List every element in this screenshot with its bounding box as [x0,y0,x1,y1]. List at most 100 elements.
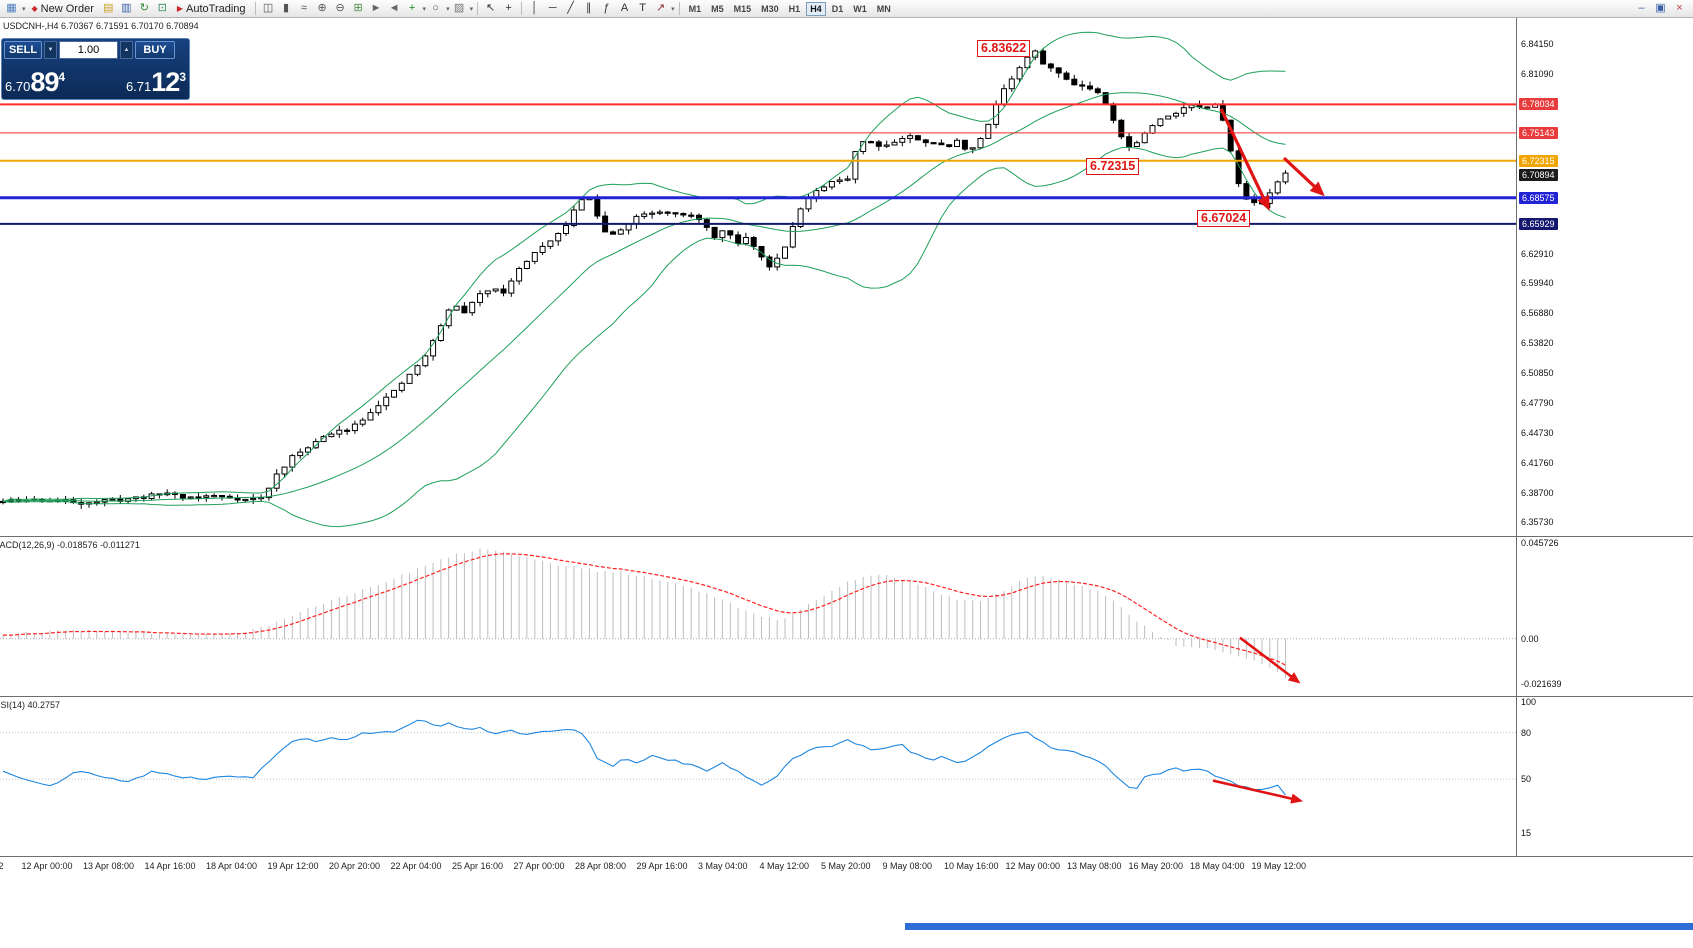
zoom-in-icon[interactable]: ⊕ [317,2,327,14]
time-axis-label: 22 Apr 04:00 [390,861,442,871]
price-scale-label: 6.62910 [1521,248,1554,259]
auto-scroll-icon[interactable]: ► [370,2,382,14]
toolbar-separator [254,2,256,15]
print-icon[interactable]: ▥ [121,2,132,14]
timeframe-w1[interactable]: W1 [853,3,867,14]
time-axis-label: 13 May 08:00 [1067,861,1122,871]
timeframe-m1[interactable]: M1 [688,3,702,14]
taskbar-strip [905,923,1693,930]
time-axis-label: 29 Apr 16:00 [636,861,688,871]
price-scale-label: 6.84150 [1521,39,1554,49]
timeframe-d1[interactable]: D1 [831,3,844,14]
autotrading-icon: ▶ [176,4,184,13]
panel-splitter-macd[interactable] [0,536,1693,537]
price-scale-label: 6.56880 [1521,308,1554,319]
bar-chart-icon[interactable]: ◫ [262,2,274,14]
timeframe-h4[interactable]: H4 [806,1,826,16]
sell-button[interactable]: SELL [4,41,42,59]
buy-price-pip: 3 [179,70,186,84]
crosshair-icon[interactable]: + [505,2,512,14]
new-chart-icon[interactable]: ▦ [6,2,17,14]
window-minimize-icon[interactable]: – [1638,2,1645,14]
timeframe-toolbar: M1 M5 M15 M30 H1 H4 D1 W1 MN [684,1,896,16]
price-annotation[interactable]: 6.67024 [1197,209,1251,227]
price-scale[interactable]: 6.84150 6.81090 6.78034 6.75143 6.72315 6.708… [1517,18,1693,856]
vertical-line-icon[interactable]: │ [531,2,539,14]
sell-price: 6.70 89 4 [5,68,65,97]
buy-price: 6.71 12 3 [126,68,186,97]
price-scale-label: 6.47790 [1521,397,1554,408]
buy-button[interactable]: BUY [135,41,175,59]
window-restore-icon[interactable]: ▣ [1655,2,1666,14]
price-annotation[interactable]: 6.83622 [977,40,1031,58]
rsi-label: RSI(14) 40.2757 [0,700,61,710]
fullscreen-icon[interactable]: ⊡ [157,2,167,14]
price-scale-label: 6.81090 [1521,69,1554,80]
toolbar-separator [678,2,680,15]
horizontal-line-icon[interactable]: ─ [548,2,557,14]
zoom-out-icon[interactable]: ⊖ [335,2,345,14]
macd-scale-label: -0.021639 [1521,679,1562,689]
timeframe-m30[interactable]: M30 [761,3,779,14]
new-order-button-label: New Order [40,2,94,15]
price-scale-label: 6.35730 [1521,517,1554,527]
time-axis-separator [0,856,1693,857]
macd-indicator-canvas[interactable] [0,537,1516,695]
macd-label: MACD(12,26,9) -0.018576 -0.011271 [0,540,140,550]
periods-icon[interactable]: ○ [432,2,439,14]
main-chart-canvas[interactable] [0,18,1516,537]
toolbar: ▦ ▾ ◆ New Order ▤ ▥ ↻ ⊡ ▶ AutoTrading ◫ ▮ ≈ ⊕ ⊖ ⊞ ► ◄ + ▾ ○ ▾… [0,0,1693,18]
time-axis-label: 16 May 20:00 [1128,861,1184,871]
timeframe-m15[interactable]: M15 [733,3,752,14]
chart-shift-icon[interactable]: ◄ [388,2,400,14]
arrows-icon[interactable]: ↗ [655,2,666,14]
metaeditor-icon[interactable]: ▤ [103,2,114,14]
timeframe-m5[interactable]: M5 [711,3,724,14]
templates-icon[interactable]: ▨ [453,2,465,14]
price-tag: 6.70894 [1519,168,1558,181]
toolbar-separator [521,2,523,15]
price-scale-label: 6.53820 [1521,338,1554,349]
channel-icon[interactable]: ∥ [585,2,592,14]
cursor-icon[interactable]: ↖ [485,2,496,14]
fibonacci-icon[interactable]: ƒ [603,2,610,14]
time-axis-label: 19 Apr 12:00 [267,861,319,871]
rsi-indicator-canvas[interactable] [0,697,1516,855]
sell-price-small: 6.70 [5,79,31,94]
tile-windows-icon[interactable]: ⊞ [353,2,363,14]
lot-size-input[interactable] [59,41,118,59]
new-order-button[interactable]: ◆ New Order [27,1,99,16]
candlestick-chart-icon[interactable]: ▮ [283,2,290,14]
text-icon[interactable]: A [620,2,629,14]
time-axis-label: 25 Apr 16:00 [452,861,504,871]
rsi-scale-label: 50 [1521,774,1532,785]
price-tag: 6.75143 [1519,126,1558,139]
label-icon[interactable]: T [639,2,646,14]
panel-splitter-rsi[interactable] [0,696,1693,697]
toolbar-separator [477,2,479,15]
timeframe-mn[interactable]: MN [876,3,891,14]
autotrading-button[interactable]: ▶ AutoTrading [172,1,251,16]
time-axis-label: 13 Apr 08:00 [83,861,135,871]
timeframe-h1[interactable]: H1 [788,3,801,14]
time-axis-label: 3 May 04:00 [698,861,748,871]
time-axis-label: 18 Apr 04:00 [206,861,258,871]
chevron-down-icon: ▾ [446,5,450,13]
window-close-icon[interactable]: × [1676,2,1683,14]
chevron-down-icon: ▾ [469,5,474,13]
toolbar-left-group: ▦ ▾ ◆ New Order ▤ ▥ ↻ ⊡ ▶ AutoTrading ◫ ▮ ≈ ⊕ ⊖ ⊞ ► ◄ + ▾ ○ ▾… [3,1,683,16]
time-axis-label: 12 May 00:00 [1005,861,1061,871]
time-axis-label: 10 May 16:00 [944,861,999,871]
lot-increase-button[interactable]: ▲ [120,41,133,59]
indicators-icon[interactable]: + [408,2,416,14]
time-axis-label: 18 May 04:00 [1190,861,1245,871]
symbol-ohlc-info: USDCNH-,H4 6.70367 6.71591 6.70170 6.708… [3,21,199,31]
time-axis-label: 9 May 08:00 [882,861,933,871]
line-chart-icon[interactable]: ≈ [301,2,308,14]
lot-decrease-button[interactable]: ▼ [44,41,57,59]
refresh-icon[interactable]: ↻ [139,2,149,14]
time-axis[interactable]: 8 Apr 2022 12 Apr 00:00 13 Apr 08:00 14 Apr… [0,857,1516,877]
price-annotation[interactable]: 6.72315 [1086,157,1140,175]
trendline-icon[interactable]: ╱ [567,2,574,14]
